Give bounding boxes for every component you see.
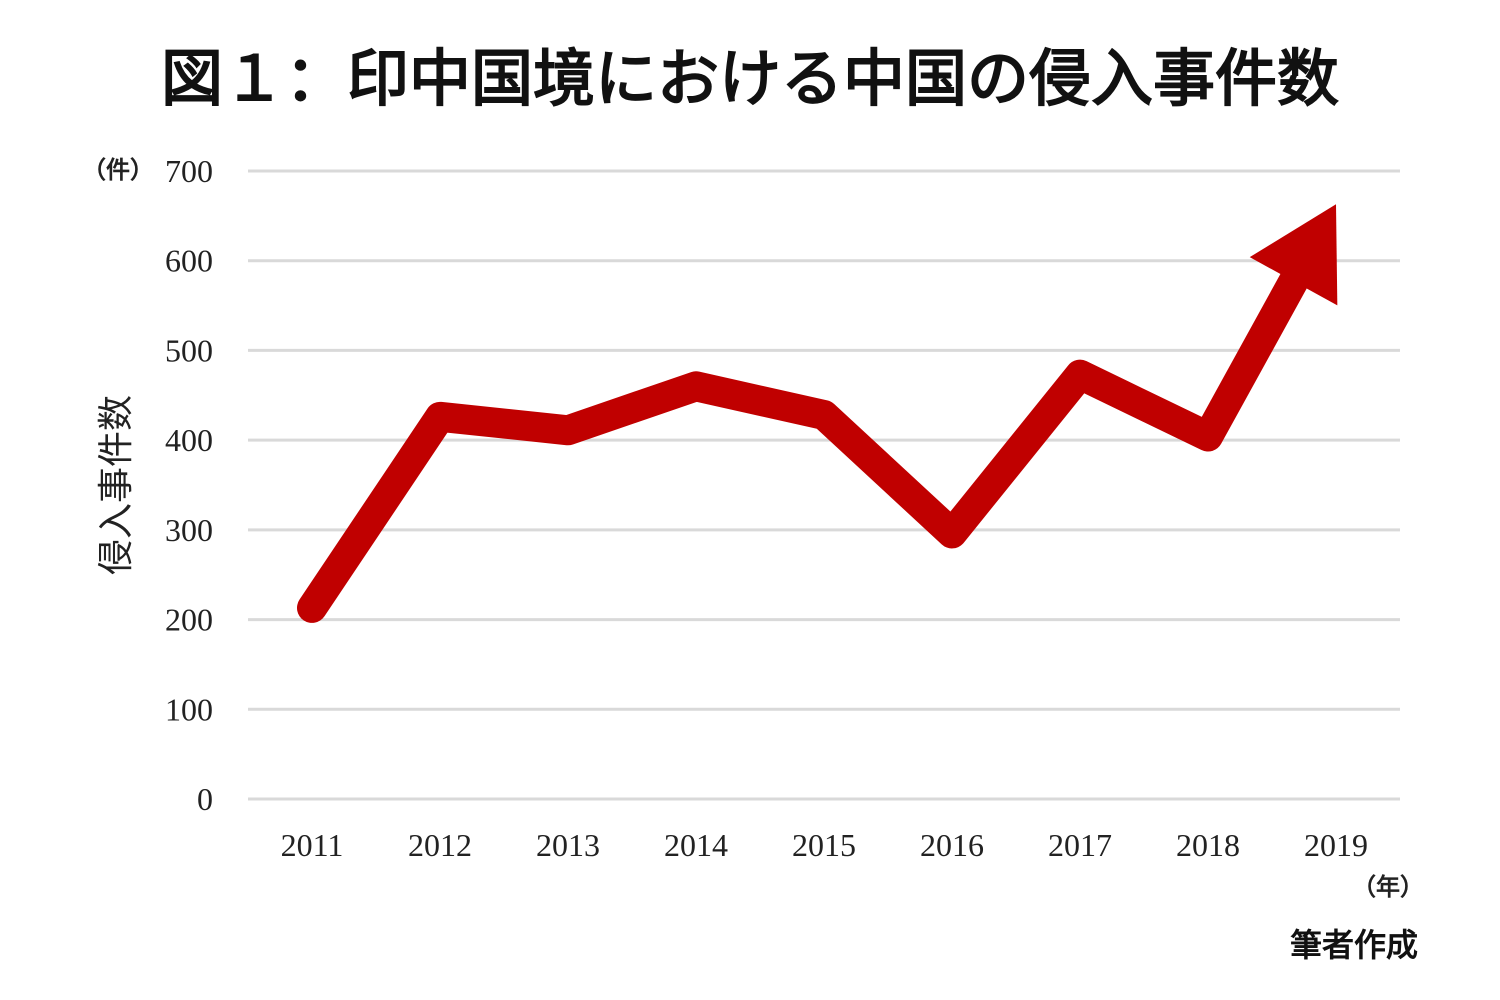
y-axis-ticks: 0 100 200 300 400 500 600 700 — [165, 153, 213, 817]
source-credit: 筆者作成 — [1290, 926, 1418, 964]
y-tick-label: 200 — [165, 602, 213, 638]
x-tick-label: 2016 — [920, 827, 984, 863]
chart-title: 図１：印中国境における中国の侵入事件数 — [160, 42, 1339, 115]
x-tick-label: 2014 — [664, 827, 728, 863]
x-tick-label: 2011 — [281, 827, 344, 863]
y-tick-label: 600 — [165, 243, 213, 279]
y-tick-label: 400 — [165, 422, 213, 458]
x-tick-label: 2013 — [536, 827, 600, 863]
x-tick-label: 2015 — [792, 827, 856, 863]
x-unit-label: （年） — [1352, 873, 1424, 901]
x-tick-label: 2012 — [408, 827, 472, 863]
gridlines — [248, 169, 1400, 801]
x-axis-ticks: 2011 2012 2013 2014 2015 2016 2017 2018 2019 — [281, 827, 1368, 863]
series-layer — [297, 204, 1338, 623]
y-tick-label: 500 — [165, 332, 213, 368]
y-tick-label: 700 — [165, 153, 213, 189]
series-line — [297, 261, 1312, 623]
y-tick-label: 0 — [197, 781, 213, 817]
trend-arrowhead — [1249, 204, 1338, 306]
y-axis-title: 侵入事件数 — [96, 395, 137, 575]
y-tick-label: 300 — [165, 512, 213, 548]
x-tick-label: 2019 — [1304, 827, 1368, 863]
y-tick-label: 100 — [165, 691, 213, 727]
y-unit-label: （件） — [82, 156, 154, 184]
x-tick-label: 2018 — [1176, 827, 1240, 863]
x-tick-label: 2017 — [1048, 827, 1112, 863]
